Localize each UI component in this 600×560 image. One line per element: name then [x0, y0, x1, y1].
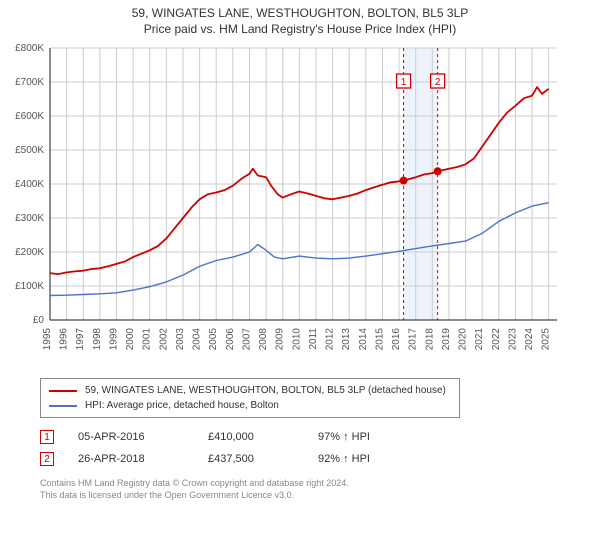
legend: 59, WINGATES LANE, WESTHOUGHTON, BOLTON,…: [40, 378, 460, 418]
sale-hpi: 92% ↑ HPI: [318, 453, 370, 465]
svg-text:2015: 2015: [374, 328, 385, 351]
svg-text:£700K: £700K: [15, 77, 44, 88]
sale-date: 26-APR-2018: [78, 453, 208, 465]
sale-date: 05-APR-2016: [78, 431, 208, 443]
svg-text:2008: 2008: [258, 328, 269, 351]
svg-text:2025: 2025: [541, 328, 552, 351]
svg-text:2018: 2018: [424, 328, 435, 351]
svg-text:2013: 2013: [341, 328, 352, 351]
svg-text:2020: 2020: [458, 328, 469, 351]
svg-text:2009: 2009: [275, 328, 286, 351]
svg-text:2021: 2021: [474, 328, 485, 351]
sale-price: £437,500: [208, 453, 318, 465]
sales-table: 1 05-APR-2016 £410,000 97% ↑ HPI 2 26-AP…: [40, 426, 600, 470]
svg-text:£300K: £300K: [15, 213, 44, 224]
table-row: 2 26-APR-2018 £437,500 92% ↑ HPI: [40, 448, 600, 470]
svg-text:2: 2: [435, 77, 441, 88]
svg-text:1998: 1998: [92, 328, 103, 351]
title-subtitle: Price paid vs. HM Land Registry's House …: [0, 20, 600, 40]
svg-text:2019: 2019: [441, 328, 452, 351]
svg-text:£0: £0: [33, 315, 45, 326]
svg-text:£400K: £400K: [15, 179, 44, 190]
legend-swatch-property: [49, 390, 77, 392]
svg-text:2010: 2010: [291, 328, 302, 351]
svg-text:2016: 2016: [391, 328, 402, 351]
legend-swatch-hpi: [49, 405, 77, 407]
title-address: 59, WINGATES LANE, WESTHOUGHTON, BOLTON,…: [0, 0, 600, 20]
svg-text:2023: 2023: [507, 328, 518, 351]
svg-text:2024: 2024: [524, 328, 535, 351]
table-row: 1 05-APR-2016 £410,000 97% ↑ HPI: [40, 426, 600, 448]
svg-text:2017: 2017: [408, 328, 419, 351]
legend-item: 59, WINGATES LANE, WESTHOUGHTON, BOLTON,…: [49, 383, 451, 398]
footer-line: Contains HM Land Registry data © Crown c…: [40, 478, 600, 490]
svg-text:2003: 2003: [175, 328, 186, 351]
svg-text:1999: 1999: [108, 328, 119, 351]
legend-label: 59, WINGATES LANE, WESTHOUGHTON, BOLTON,…: [85, 385, 446, 396]
sale-marker-badge: 2: [40, 452, 54, 466]
line-chart-svg: £0 £100K £200K £300K £400K £500K £600K £700K £80…: [5, 40, 565, 370]
sale-hpi: 97% ↑ HPI: [318, 431, 370, 443]
svg-text:2005: 2005: [208, 328, 219, 351]
svg-text:2004: 2004: [192, 328, 203, 351]
svg-text:1996: 1996: [59, 328, 70, 351]
sale-marker-badge: 1: [40, 430, 54, 444]
legend-item: HPI: Average price, detached house, Bolt…: [49, 398, 451, 413]
svg-text:1997: 1997: [75, 328, 86, 351]
svg-text:2012: 2012: [325, 328, 336, 351]
svg-text:2000: 2000: [125, 328, 136, 351]
chart-area: £0 £100K £200K £300K £400K £500K £600K £700K £80…: [5, 40, 565, 370]
svg-text:£100K: £100K: [15, 281, 44, 292]
svg-text:£600K: £600K: [15, 111, 44, 122]
svg-text:2007: 2007: [241, 328, 252, 351]
sale-price: £410,000: [208, 431, 318, 443]
svg-text:2022: 2022: [491, 328, 502, 351]
svg-text:£800K: £800K: [15, 43, 44, 54]
legend-label: HPI: Average price, detached house, Bolt…: [85, 400, 279, 411]
footer-line: This data is licensed under the Open Gov…: [40, 490, 600, 502]
svg-text:£500K: £500K: [15, 145, 44, 156]
svg-text:2014: 2014: [358, 328, 369, 351]
svg-text:1995: 1995: [42, 328, 53, 351]
svg-text:2006: 2006: [225, 328, 236, 351]
svg-text:£200K: £200K: [15, 247, 44, 258]
svg-text:2001: 2001: [142, 328, 153, 351]
svg-text:1: 1: [401, 77, 407, 88]
svg-text:2002: 2002: [158, 328, 169, 351]
chart-container: 59, WINGATES LANE, WESTHOUGHTON, BOLTON,…: [0, 0, 600, 560]
svg-text:2011: 2011: [308, 328, 319, 350]
footer-attribution: Contains HM Land Registry data © Crown c…: [40, 478, 600, 501]
